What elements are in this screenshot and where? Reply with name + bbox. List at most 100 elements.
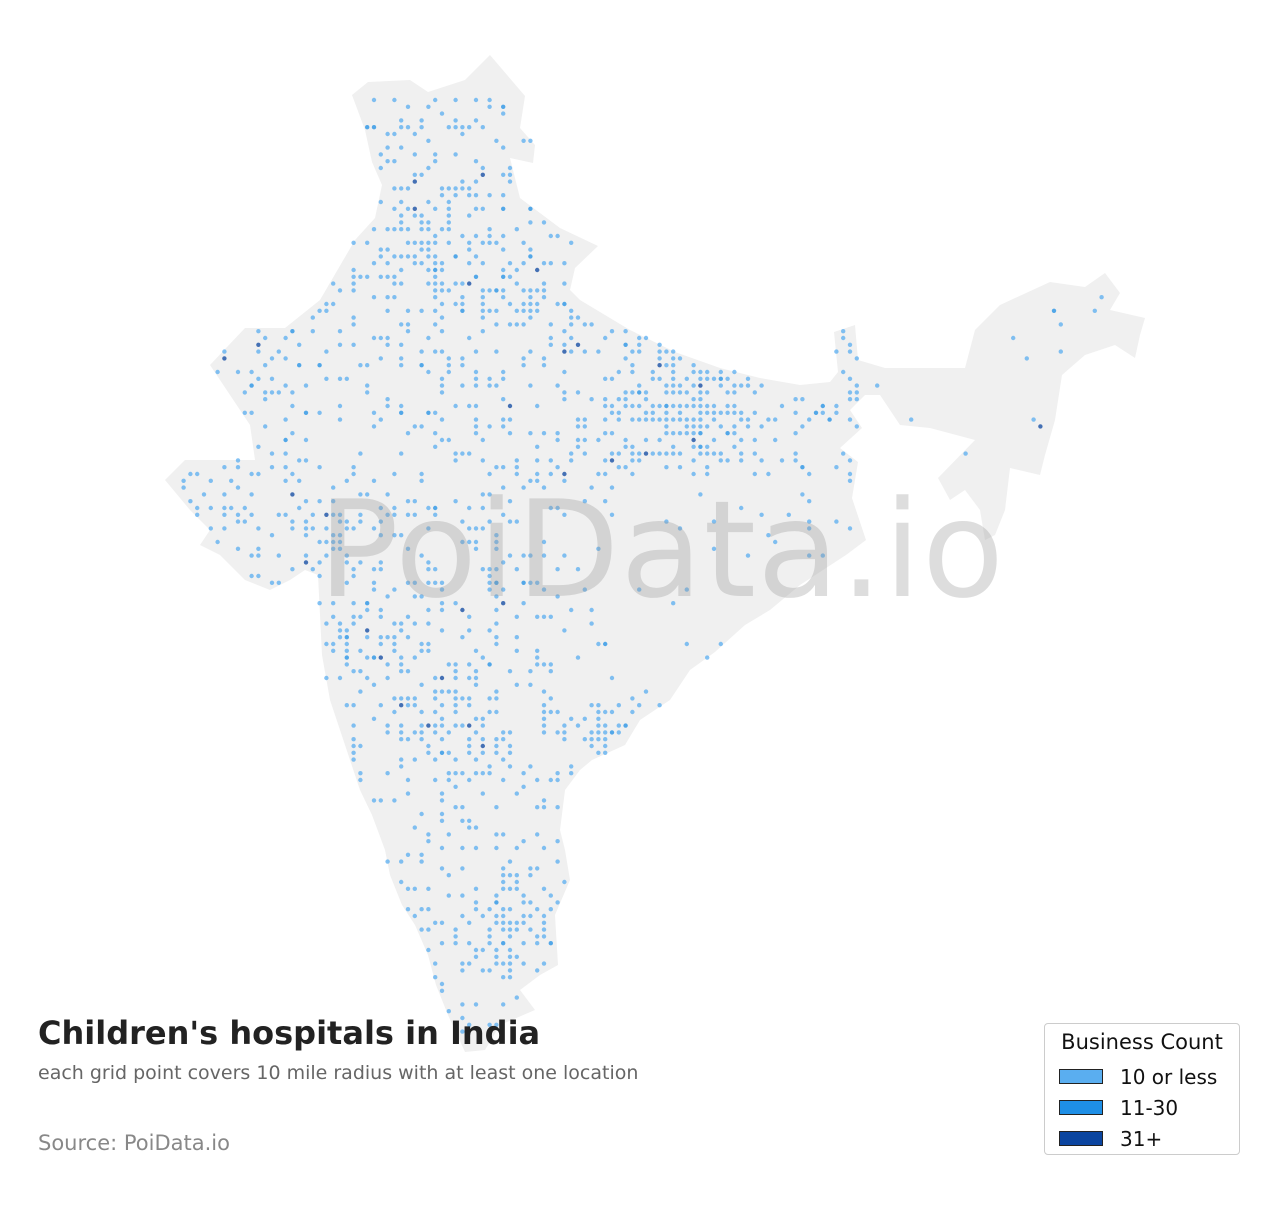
grid-point — [501, 104, 506, 110]
grid-point — [684, 424, 689, 429]
grid-point — [467, 662, 472, 667]
grid-point — [521, 363, 526, 368]
grid-point — [562, 512, 567, 517]
grid-point — [412, 213, 417, 218]
grid-point — [460, 723, 465, 728]
grid-point — [324, 301, 329, 307]
grid-point — [528, 764, 533, 769]
grid-point — [317, 499, 322, 504]
grid-point — [331, 641, 336, 647]
grid-point — [303, 553, 309, 558]
grid-point — [460, 308, 465, 313]
grid-point — [351, 743, 356, 749]
grid-point — [507, 907, 513, 912]
grid-point — [507, 920, 513, 925]
grid-point — [392, 131, 397, 137]
grid-point — [269, 356, 275, 361]
grid-point — [405, 614, 411, 619]
grid-point — [637, 349, 642, 354]
grid-point — [365, 628, 370, 633]
grid-point — [344, 519, 349, 524]
grid-point — [351, 274, 356, 279]
grid-point — [773, 437, 778, 443]
grid-point — [541, 934, 547, 939]
grid-point — [433, 97, 438, 103]
grid-point — [596, 641, 601, 647]
grid-point — [501, 376, 506, 381]
grid-point — [392, 621, 397, 626]
grid-point — [446, 206, 451, 211]
grid-point — [507, 764, 513, 769]
grid-point — [344, 648, 349, 653]
grid-point — [337, 519, 343, 524]
grid-point — [698, 424, 703, 429]
grid-point — [467, 825, 472, 830]
grid-point — [507, 968, 513, 973]
grid-point — [433, 580, 438, 585]
grid-point — [569, 771, 574, 776]
grid-point — [378, 635, 383, 640]
grid-point — [446, 771, 451, 776]
grid-point — [317, 573, 322, 579]
grid-point — [337, 342, 343, 347]
grid-point — [351, 281, 356, 286]
grid-point — [453, 757, 458, 762]
grid-point — [392, 97, 397, 103]
grid-point — [453, 805, 458, 810]
grid-point — [480, 791, 485, 796]
grid-point — [419, 125, 424, 130]
grid-point — [439, 301, 445, 307]
grid-point — [453, 152, 458, 157]
grid-point — [569, 315, 574, 320]
grid-point — [297, 342, 302, 347]
grid-point — [412, 696, 417, 701]
grid-point — [419, 478, 424, 483]
grid-point — [487, 376, 492, 381]
grid-point — [521, 356, 526, 361]
grid-point — [317, 465, 322, 470]
grid-point — [439, 580, 445, 585]
grid-point — [1038, 424, 1043, 429]
grid-point — [439, 791, 445, 796]
grid-point — [405, 431, 411, 436]
grid-point — [242, 519, 247, 524]
grid-point — [399, 655, 404, 660]
grid-point — [453, 451, 458, 456]
grid-point — [705, 376, 710, 381]
grid-point — [467, 505, 472, 511]
grid-point — [439, 866, 445, 871]
grid-point — [371, 580, 377, 585]
grid-point — [589, 621, 594, 626]
grid-point — [752, 471, 757, 477]
grid-point — [412, 886, 417, 891]
grid-point — [344, 662, 349, 667]
grid-point — [324, 308, 329, 313]
grid-point — [793, 410, 798, 415]
grid-point — [385, 771, 390, 776]
grid-point — [637, 458, 642, 463]
grid-point — [637, 342, 642, 347]
grid-point — [399, 703, 404, 708]
grid-point — [677, 403, 683, 409]
grid-point — [494, 635, 499, 640]
grid-point — [501, 172, 506, 177]
grid-point — [759, 512, 764, 517]
grid-point — [623, 397, 628, 402]
grid-point — [609, 458, 615, 463]
grid-point — [589, 322, 594, 327]
grid-point — [399, 628, 404, 633]
grid-point — [344, 526, 349, 531]
grid-point — [487, 233, 492, 239]
grid-point — [385, 492, 390, 497]
grid-point — [535, 458, 540, 463]
grid-point — [392, 635, 397, 640]
grid-point — [378, 274, 383, 279]
grid-point — [494, 743, 499, 749]
grid-point — [691, 403, 696, 409]
grid-point — [725, 376, 730, 381]
grid-point — [535, 968, 540, 973]
grid-point — [773, 417, 778, 422]
grid-point — [297, 505, 302, 511]
grid-point — [820, 403, 825, 409]
grid-point — [623, 437, 628, 443]
